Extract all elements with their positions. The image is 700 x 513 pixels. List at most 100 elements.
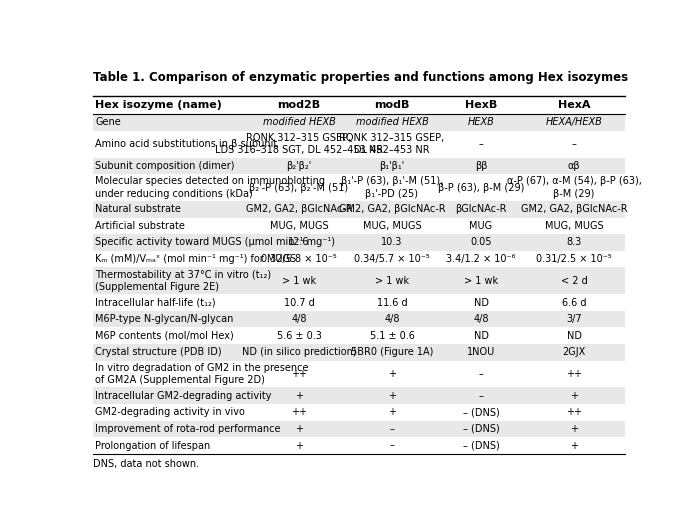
Bar <box>93 96 624 114</box>
Text: 5.1 ± 0.6: 5.1 ± 0.6 <box>370 331 414 341</box>
Bar <box>93 361 624 387</box>
Text: MUG: MUG <box>470 221 493 231</box>
Text: modB: modB <box>374 100 409 110</box>
Text: – (DNS): – (DNS) <box>463 407 499 418</box>
Text: Intracellular GM2-degrading activity: Intracellular GM2-degrading activity <box>95 391 272 401</box>
Bar <box>93 267 624 294</box>
Text: MUG, MUGS: MUG, MUGS <box>270 221 328 231</box>
Bar <box>93 157 624 174</box>
Text: +: + <box>388 407 396 418</box>
Text: HexA: HexA <box>558 100 590 110</box>
Text: ND (in silico prediction): ND (in silico prediction) <box>241 347 356 357</box>
Text: – (DNS): – (DNS) <box>463 424 499 434</box>
Text: 8.3: 8.3 <box>566 238 582 247</box>
Text: GM2-degrading activity in vivo: GM2-degrading activity in vivo <box>95 407 245 418</box>
Text: Kₘ (mM)/Vₘₐˣ (mol min⁻¹ mg⁻¹) for MUGS: Kₘ (mM)/Vₘₐˣ (mol min⁻¹ mg⁻¹) for MUGS <box>95 254 296 264</box>
Text: 0.32/5.8 × 10⁻⁵: 0.32/5.8 × 10⁻⁵ <box>261 254 337 264</box>
Text: Hex isozyme (name): Hex isozyme (name) <box>95 100 222 110</box>
Text: –: – <box>479 369 484 379</box>
Text: DNS, data not shown.: DNS, data not shown. <box>93 459 199 468</box>
Text: ND: ND <box>473 331 489 341</box>
Bar <box>93 344 624 361</box>
Text: Amino acid substitutions in β subunit: Amino acid substitutions in β subunit <box>95 139 277 149</box>
Text: – (DNS): – (DNS) <box>463 441 499 450</box>
Text: 12.6: 12.6 <box>288 238 309 247</box>
Bar <box>93 201 624 218</box>
Text: modified HEXB: modified HEXB <box>262 117 335 127</box>
Text: > 1 wk: > 1 wk <box>282 276 316 286</box>
Text: +: + <box>295 391 303 401</box>
Text: modified HEXB: modified HEXB <box>356 117 428 127</box>
Text: +: + <box>570 391 578 401</box>
Text: +: + <box>388 391 396 401</box>
Text: GM2, GA2, βGlcNAc-R: GM2, GA2, βGlcNAc-R <box>246 204 352 214</box>
Text: +: + <box>570 441 578 450</box>
Text: Improvement of rota-rod performance: Improvement of rota-rod performance <box>95 424 281 434</box>
Text: 1NOU: 1NOU <box>467 347 495 357</box>
Text: HexB: HexB <box>465 100 497 110</box>
Text: Natural substrate: Natural substrate <box>95 204 181 214</box>
Bar <box>93 294 624 311</box>
Text: 4/8: 4/8 <box>473 314 489 324</box>
Text: β₁'β₁': β₁'β₁' <box>379 161 405 171</box>
Text: > 1 wk: > 1 wk <box>375 276 409 286</box>
Text: Crystal structure (PDB ID): Crystal structure (PDB ID) <box>95 347 222 357</box>
Text: < 2 d: < 2 d <box>561 276 587 286</box>
Bar <box>93 114 624 131</box>
Bar <box>93 421 624 437</box>
Bar <box>93 174 624 201</box>
Text: MUG, MUGS: MUG, MUGS <box>363 221 421 231</box>
Text: Specific activity toward MUGS (μmol min⁻¹ mg⁻¹): Specific activity toward MUGS (μmol min⁻… <box>95 238 335 247</box>
Text: HEXA/HEXB: HEXA/HEXB <box>545 117 603 127</box>
Text: +: + <box>570 424 578 434</box>
Text: –: – <box>389 441 394 450</box>
Text: 10.3: 10.3 <box>382 238 402 247</box>
Text: α-P (67), α-M (54), β-P (63),
β-M (29): α-P (67), α-M (54), β-P (63), β-M (29) <box>507 176 641 199</box>
Text: ++: ++ <box>566 369 582 379</box>
Text: Table 1. Comparison of enzymatic properties and functions among Hex isozymes: Table 1. Comparison of enzymatic propert… <box>93 71 628 85</box>
Text: mod2B: mod2B <box>277 100 321 110</box>
Text: M6P-type N-glycan/N-glycan: M6P-type N-glycan/N-glycan <box>95 314 234 324</box>
Text: ++: ++ <box>291 407 307 418</box>
Bar <box>93 327 624 344</box>
Text: β₂'β₂': β₂'β₂' <box>286 161 312 171</box>
Text: +: + <box>295 441 303 450</box>
Text: 5BR0 (Figure 1A): 5BR0 (Figure 1A) <box>351 347 433 357</box>
Text: –: – <box>479 391 484 401</box>
Text: 0.05: 0.05 <box>470 238 492 247</box>
Text: αβ: αβ <box>568 161 580 171</box>
Text: HEXB: HEXB <box>468 117 494 127</box>
Bar <box>93 404 624 421</box>
Text: ND: ND <box>473 298 489 307</box>
Text: β-P (63), β-M (29): β-P (63), β-M (29) <box>438 183 524 192</box>
Bar <box>93 387 624 404</box>
Text: In vitro degradation of GM2 in the presence
of GM2A (Supplemental Figure 2D): In vitro degradation of GM2 in the prese… <box>95 363 309 385</box>
Text: 2GJX: 2GJX <box>562 347 586 357</box>
Text: 11.6 d: 11.6 d <box>377 298 407 307</box>
Text: β₁'-P (63), β₁'-M (51),
β₁'-PD (25): β₁'-P (63), β₁'-M (51), β₁'-PD (25) <box>341 176 443 199</box>
Text: Intracellular half-life (t₁₂): Intracellular half-life (t₁₂) <box>95 298 216 307</box>
Bar <box>93 131 624 157</box>
Text: –: – <box>389 424 394 434</box>
Text: MUG, MUGS: MUG, MUGS <box>545 221 603 231</box>
Text: +: + <box>388 369 396 379</box>
Text: ++: ++ <box>291 369 307 379</box>
Text: +: + <box>295 424 303 434</box>
Text: ND: ND <box>566 331 582 341</box>
Text: M6P contents (mol/mol Hex): M6P contents (mol/mol Hex) <box>95 331 234 341</box>
Text: Artificial substrate: Artificial substrate <box>95 221 185 231</box>
Text: GM2, GA2, βGlcNAc-R: GM2, GA2, βGlcNAc-R <box>339 204 445 214</box>
Text: RQNK 312–315 GSEP,
DL 452–453 NR: RQNK 312–315 GSEP, DL 452–453 NR <box>340 133 444 155</box>
Text: Thermostability at 37°C in vitro (t₁₂)
(Supplemental Figure 2E): Thermostability at 37°C in vitro (t₁₂) (… <box>95 270 271 292</box>
Text: Molecular species detected on immunoblotting
under reducing conditions (kDa): Molecular species detected on immunoblot… <box>95 176 325 199</box>
Text: 4/8: 4/8 <box>291 314 307 324</box>
Text: Subunit composition (dimer): Subunit composition (dimer) <box>95 161 234 171</box>
Text: –: – <box>479 139 484 149</box>
Text: 10.7 d: 10.7 d <box>284 298 314 307</box>
Text: 0.34/5.7 × 10⁻⁵: 0.34/5.7 × 10⁻⁵ <box>354 254 430 264</box>
Bar <box>93 234 624 251</box>
Text: ββ: ββ <box>475 161 487 171</box>
Text: 3/7: 3/7 <box>566 314 582 324</box>
Text: Gene: Gene <box>95 117 121 127</box>
Text: GM2, GA2, βGlcNAc-R: GM2, GA2, βGlcNAc-R <box>521 204 627 214</box>
